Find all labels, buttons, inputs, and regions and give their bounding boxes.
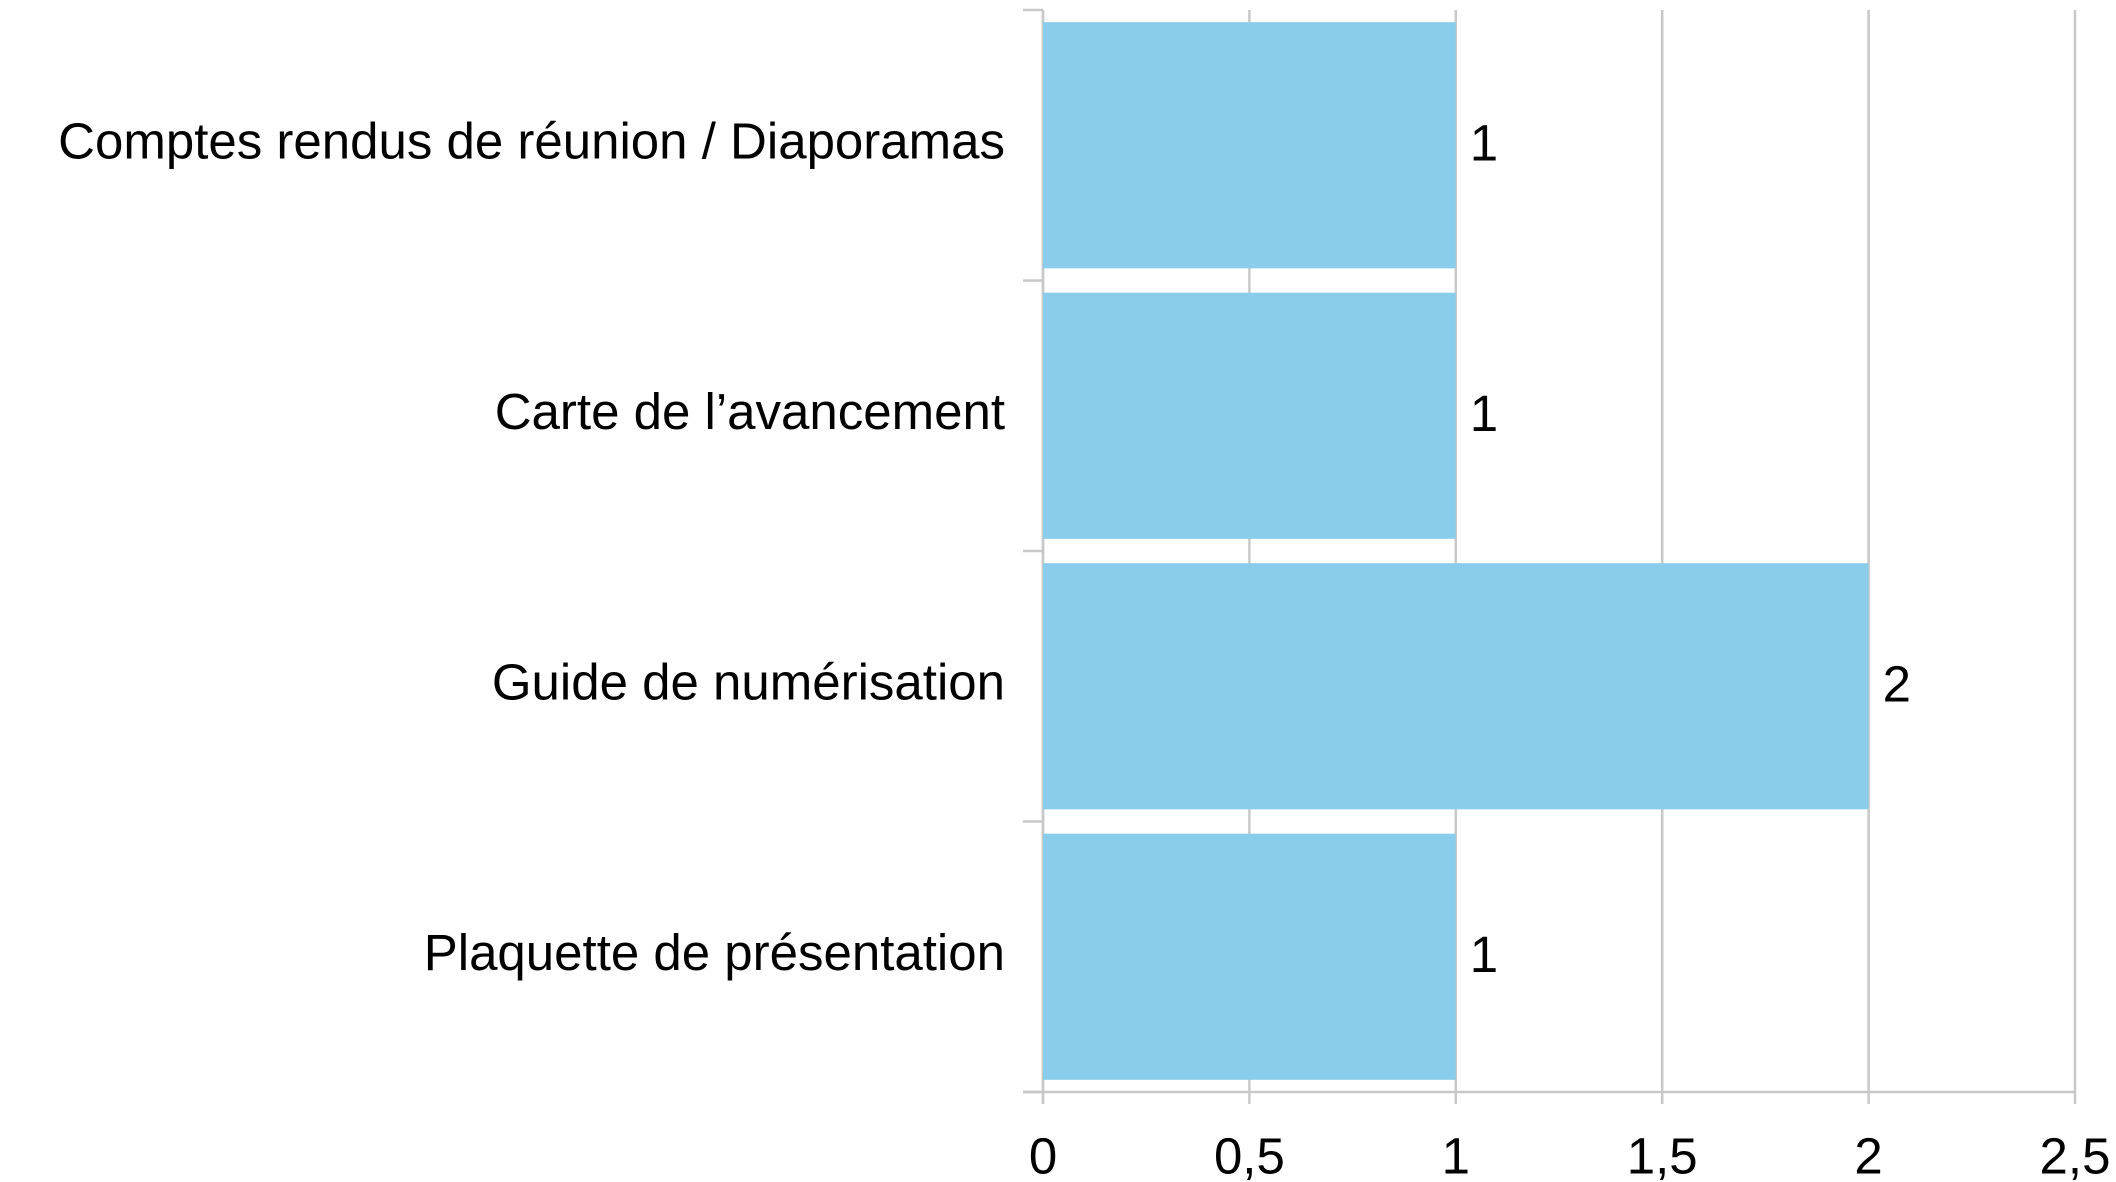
bar	[1043, 292, 1456, 539]
y-tick-label: Guide de numérisation	[492, 654, 1005, 711]
x-tick-label: 2,5	[2040, 1127, 2111, 1182]
x-tick-label: 1	[1442, 1127, 1470, 1182]
data-label: 1	[1470, 385, 1498, 442]
bar	[1043, 833, 1456, 1080]
data-label: 2	[1883, 656, 1911, 713]
x-tick-label: 1,5	[1627, 1127, 1698, 1182]
x-tick-label: 2	[1854, 1127, 1882, 1182]
bar	[1043, 22, 1456, 269]
x-tick-label: 0	[1029, 1127, 1057, 1182]
y-tick-label: Carte de l’avancement	[495, 383, 1005, 440]
y-tick-label: Plaquette de présentation	[424, 924, 1005, 981]
data-label: 1	[1470, 926, 1498, 983]
data-label: 1	[1470, 115, 1498, 172]
x-tick-label: 0,5	[1214, 1127, 1285, 1182]
y-tick-label: Comptes rendus de réunion / Diaporamas	[58, 113, 1005, 170]
bar	[1043, 563, 1869, 810]
